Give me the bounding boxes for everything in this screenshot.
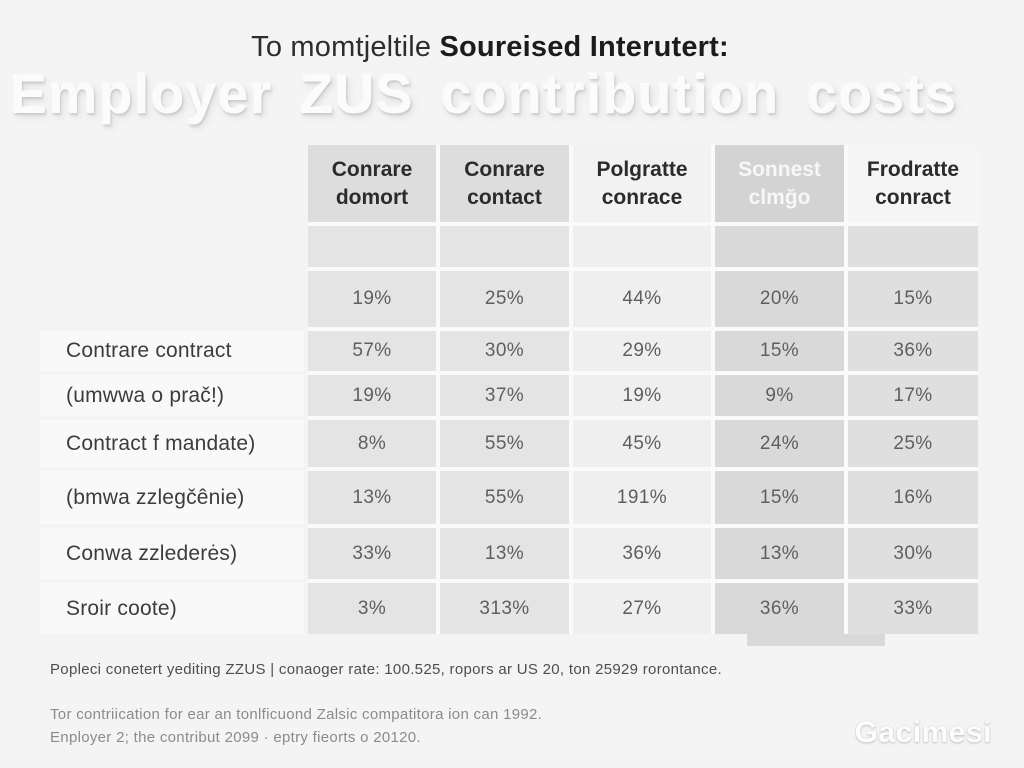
table-cell: 25%: [440, 271, 569, 327]
table-cell: 30%: [848, 528, 978, 579]
table-cell: 55%: [440, 420, 569, 467]
row-label-empty: [40, 271, 304, 327]
column-header-3: Polgratte conrace: [573, 145, 711, 222]
table-cell: 15%: [715, 331, 844, 371]
table-cell: 45%: [573, 420, 711, 467]
table-cell: 30%: [440, 331, 569, 371]
table-cell: 15%: [715, 471, 844, 524]
table-cell: [440, 226, 569, 267]
footnote-secondary: Tor contriication for ear an tonlficuond…: [50, 706, 543, 746]
table-cell: 20%: [715, 271, 844, 327]
row-label: (umwwa o prač!): [40, 375, 304, 416]
page-title-regular: To momtjeltile: [251, 31, 440, 63]
table-cell: 33%: [848, 583, 978, 634]
page-title: To momtjeltile Soureised Interutert:: [0, 31, 980, 64]
table-cell: 8%: [308, 420, 436, 467]
corner-cell: [40, 145, 304, 222]
column-header-4: Sonnest clmğo: [715, 145, 844, 222]
row-label: Contract f mandate): [40, 420, 304, 467]
table-cell: 15%: [848, 271, 978, 327]
table-cell: 44%: [573, 271, 711, 327]
table-cell: 55%: [440, 471, 569, 524]
table-cell: [573, 226, 711, 267]
row-label: (bmwa zzlegčênie): [40, 471, 304, 524]
table-cell: 25%: [848, 420, 978, 467]
table-cell: 3%: [308, 583, 436, 634]
column-header-2: Conrare contact: [440, 145, 569, 222]
table-cell: 29%: [573, 331, 711, 371]
column4-band-extension: [747, 634, 885, 646]
footnote-primary: Popleci conetert yediting ZZUS | conaoge…: [50, 661, 722, 678]
embossed-subtitle: Employer ZUS contribution costs: [10, 63, 958, 125]
row-label: Sroir coote): [40, 583, 304, 634]
table-cell: 13%: [715, 528, 844, 579]
table-cell: 36%: [848, 331, 978, 371]
watermark-logo: Gacimesi: [854, 716, 992, 749]
table-cell: [715, 226, 844, 267]
table-cell: 19%: [308, 375, 436, 416]
table-cell: 33%: [308, 528, 436, 579]
row-label: Conwa zzlederės): [40, 528, 304, 579]
column-header-5: Frodratte conract: [848, 145, 978, 222]
table-cell: 57%: [308, 331, 436, 371]
table-cell: 19%: [308, 271, 436, 327]
table-cell: 36%: [715, 583, 844, 634]
table-grid: Conrare domort Conrare contact Polgratte c…: [40, 145, 978, 634]
column-header-1: Conrare domort: [308, 145, 436, 222]
table-cell: [848, 226, 978, 267]
table-cell: 37%: [440, 375, 569, 416]
table-cell: 9%: [715, 375, 844, 416]
table-cell: 16%: [848, 471, 978, 524]
table-cell: 19%: [573, 375, 711, 416]
table-cell: 313%: [440, 583, 569, 634]
table-cell: [308, 226, 436, 267]
table-cell: 36%: [573, 528, 711, 579]
row-label: Contrare contract: [40, 331, 304, 371]
table-cell: 13%: [440, 528, 569, 579]
table-cell: 191%: [573, 471, 711, 524]
table-cell: 27%: [573, 583, 711, 634]
table-cell: 24%: [715, 420, 844, 467]
table-cell: 13%: [308, 471, 436, 524]
page-title-bold: Soureised Interutert:: [439, 31, 729, 63]
zus-contribution-table: Conrare domort Conrare contact Polgratte c…: [40, 145, 978, 646]
row-label-empty: [40, 226, 304, 267]
table-cell: 17%: [848, 375, 978, 416]
